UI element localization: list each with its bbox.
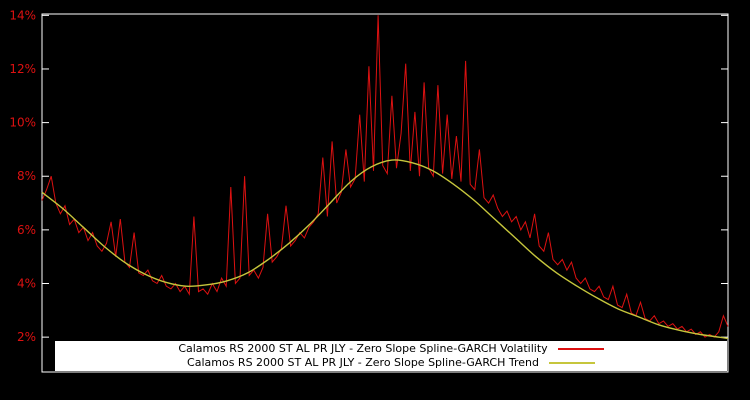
trend-series [41,159,729,340]
plot-frame [41,13,729,373]
volatility-series [41,15,729,338]
legend-label-volatility: Calamos RS 2000 ST AL PR JLY - Zero Slop… [178,342,548,355]
volatility-line-sample-icon [557,348,604,350]
y-axis-label: 4% [17,277,36,291]
y-axis-label: 8% [17,169,36,183]
y-axis-label: 6% [17,223,36,237]
legend-item-trend: Calamos RS 2000 ST AL PR JLY - Zero Slop… [55,356,727,370]
trend-line-sample-icon [548,362,595,364]
y-axis-label: 12% [9,62,36,76]
legend-item-volatility: Calamos RS 2000 ST AL PR JLY - Zero Slop… [55,342,727,356]
y-axis-label: 10% [9,116,36,130]
legend-label-trend: Calamos RS 2000 ST AL PR JLY - Zero Slop… [187,356,539,369]
y-axis-label: 14% [9,8,36,22]
y-axis-label: 2% [17,330,36,344]
chart-legend: Calamos RS 2000 ST AL PR JLY - Zero Slop… [55,341,727,371]
